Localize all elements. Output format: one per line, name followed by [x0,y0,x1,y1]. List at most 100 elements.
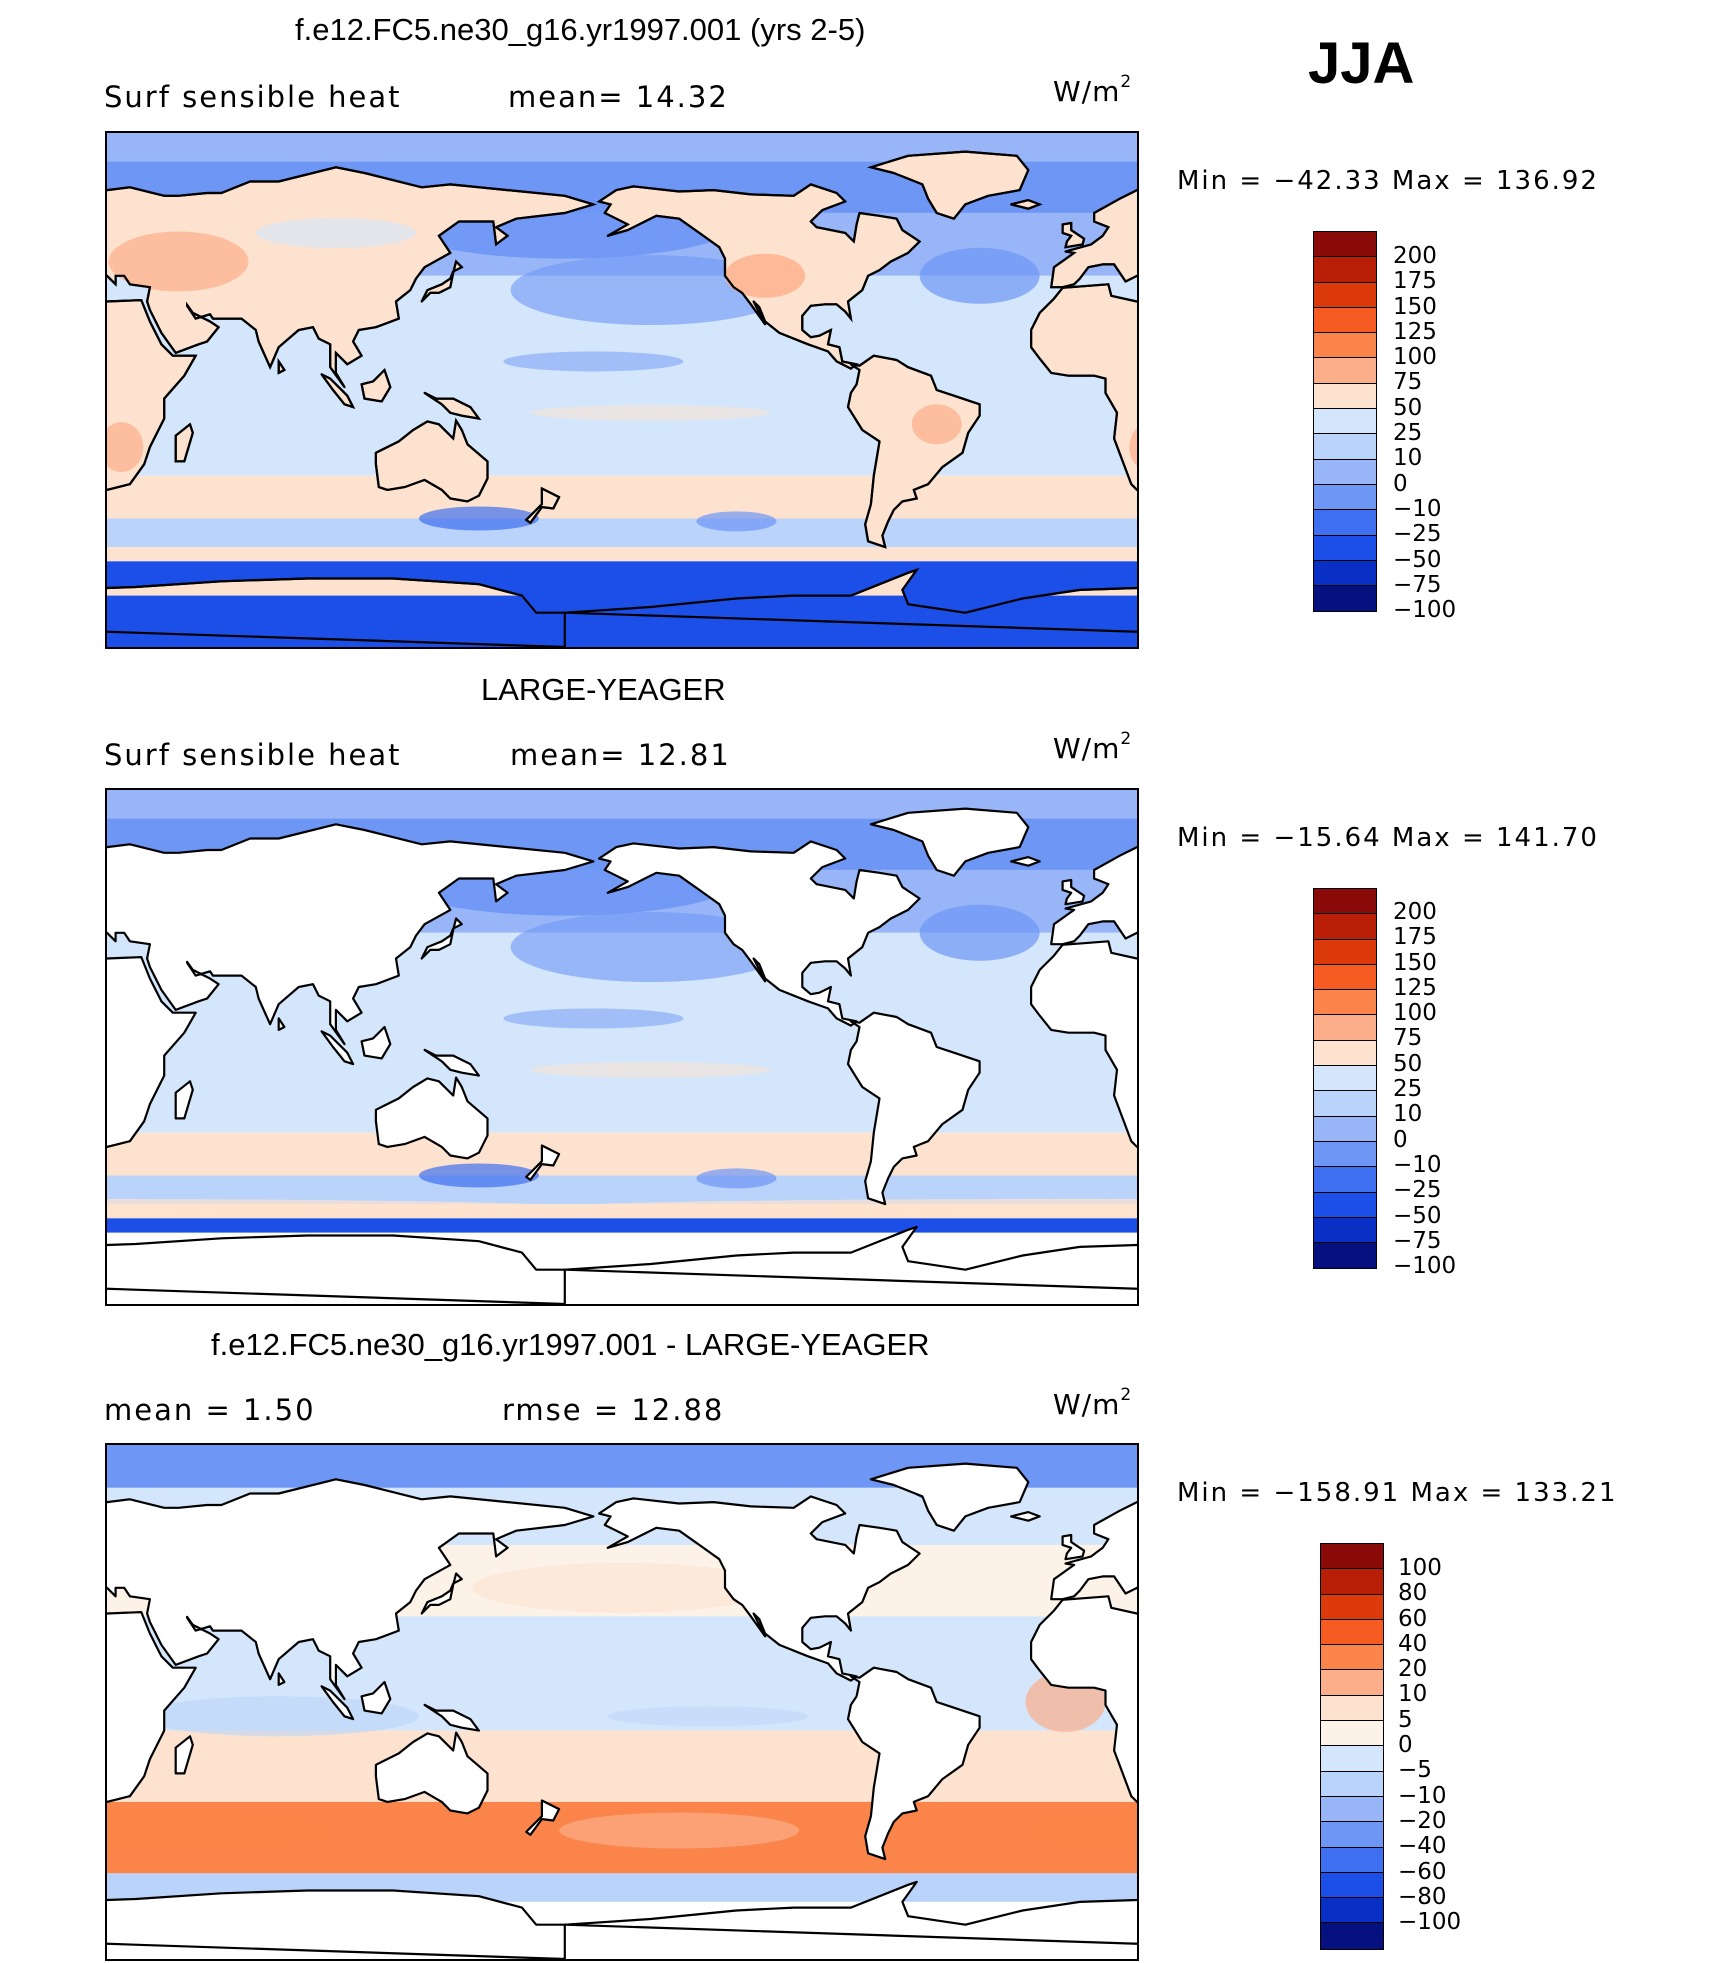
colorbar-tick-label: −60 [1398,1858,1447,1885]
landmass-antarctica [107,1889,566,1959]
colorbar-tick-label: 0 [1393,1126,1408,1153]
landmass-uk [1061,878,1086,906]
colorbar-segment [1321,1796,1383,1823]
coastline-africa [1029,283,1137,492]
landmass-newzealand [525,1144,561,1181]
colorbar-segment [1314,409,1376,435]
colorbar-segment [1314,939,1376,965]
landmass-antarctica [563,1225,1137,1290]
colorbar-tick-label: 175 [1393,924,1437,951]
colorbar-tick-label: −75 [1393,1227,1442,1254]
landmass-samerica [846,1011,981,1206]
panel-3-map [105,1443,1139,1961]
colorbar-segment [1314,1015,1376,1041]
field-anomaly [503,351,684,372]
panel-1-minmax: Min = −42.33 Max = 136.92 [1177,166,1599,196]
colorbar-segment [1314,1066,1376,1092]
colorbar-segment [1314,459,1376,485]
colorbar-tick-label: −80 [1398,1883,1447,1910]
colorbar-tick-label: 40 [1398,1630,1428,1657]
colorbar-tick-label: 10 [1393,445,1423,472]
field-anomaly [530,404,771,421]
colorbar-segment [1314,1167,1376,1193]
landmass-africa [107,956,197,1148]
field-anomaly [472,1562,772,1613]
landmass-antarctica [563,1880,1137,1945]
panel-2-colorbar-labels: 200 175 150 125 100 75 50 25 10 0 −10 −25 −50 −75 −100 [1393,899,1456,1279]
landmass-namerica [598,840,921,1027]
landmass-iceland [1009,855,1041,867]
colorbar-tick-label: 10 [1398,1681,1428,1708]
colorbar-segment [1314,1116,1376,1142]
coastline-samerica [846,354,981,549]
landmass-madagascar [174,1735,194,1775]
field-anomaly [696,511,777,532]
colorbar-segment [1314,358,1376,384]
coastline-newzealand [524,486,561,525]
field-anomaly [911,404,962,445]
coastline-antarctica [107,577,566,647]
colorbar-segment [1321,1847,1383,1873]
panel-2-units: W/m2 [1053,729,1133,765]
panel-2-title: LARGE-YEAGER [481,672,726,707]
colorbar-segment [1314,914,1376,940]
colorbar-segment [1321,1872,1383,1899]
coastline-greenland [866,150,1030,220]
colorbar-tick-label: 20 [1398,1656,1428,1683]
landmass-sri [277,1672,286,1686]
colorbar-segment [1314,383,1376,410]
coastline-borneo [360,367,392,403]
field-band [107,518,1137,548]
colorbar-segment [1314,1141,1376,1168]
landmass-borneo [360,1680,392,1715]
colorbar-segment [1314,484,1376,511]
colorbar-segment [1314,560,1376,587]
field-anomaly [559,1812,800,1849]
colorbar-tick-label: 25 [1393,1076,1423,1103]
colorbar-segment [1314,889,1376,915]
coastline-madagascar [174,422,194,463]
colorbar-segment [1314,1091,1376,1117]
field-anomaly [725,253,806,298]
panel-1-colorbar [1313,231,1377,613]
colorbar-tick-label: 80 [1398,1580,1428,1607]
landmass-borneo [360,1025,392,1060]
field-band [107,547,1137,562]
colorbar-tick-label: 125 [1393,318,1437,345]
landmass-sumatra [320,1685,355,1721]
field-band [107,1730,1137,1802]
coastline-newguinea [423,391,482,421]
colorbar-segment [1321,1771,1383,1797]
colorbar-segment [1321,1898,1383,1924]
panel-1-variable-label: Surf sensible heat [104,80,402,114]
field-anomaly [158,1145,399,1166]
landmass-greenland [869,807,1030,877]
field-anomaly [696,1168,777,1189]
panel-3-units: W/m2 [1053,1385,1133,1421]
colorbar-segment [1314,535,1376,561]
panel-3-mean: mean = 1.50 [104,1393,316,1427]
colorbar-segment [1321,1721,1383,1747]
colorbar-segment [1314,434,1376,460]
landmass-eurasia [1050,1500,1137,1601]
colorbar-tick-label: 25 [1393,420,1423,447]
landmass-greenland [869,1462,1030,1532]
coastline-sri [277,357,286,375]
field-anomaly [530,1061,771,1078]
landmass-eurasia [107,1478,595,1701]
field-anomaly [1129,428,1137,467]
coastline-antarctica [564,567,1137,633]
colorbar-tick-label: 150 [1393,949,1437,976]
colorbar-segment [1314,257,1376,283]
colorbar-tick-label: −5 [1398,1757,1432,1784]
landmass-namerica [598,1495,921,1682]
colorbar-tick-label: 60 [1398,1605,1428,1632]
panel-2-variable-label: Surf sensible heat [104,738,402,772]
season-label: JJA [1308,31,1415,96]
field-anomaly [919,904,1040,961]
colorbar-tick-label: −100 [1393,597,1457,624]
landmass-eurasia [1050,845,1137,946]
colorbar-tick-label: 0 [1398,1732,1413,1759]
field-anomaly [607,1706,808,1727]
colorbar-segment [1321,1746,1383,1772]
